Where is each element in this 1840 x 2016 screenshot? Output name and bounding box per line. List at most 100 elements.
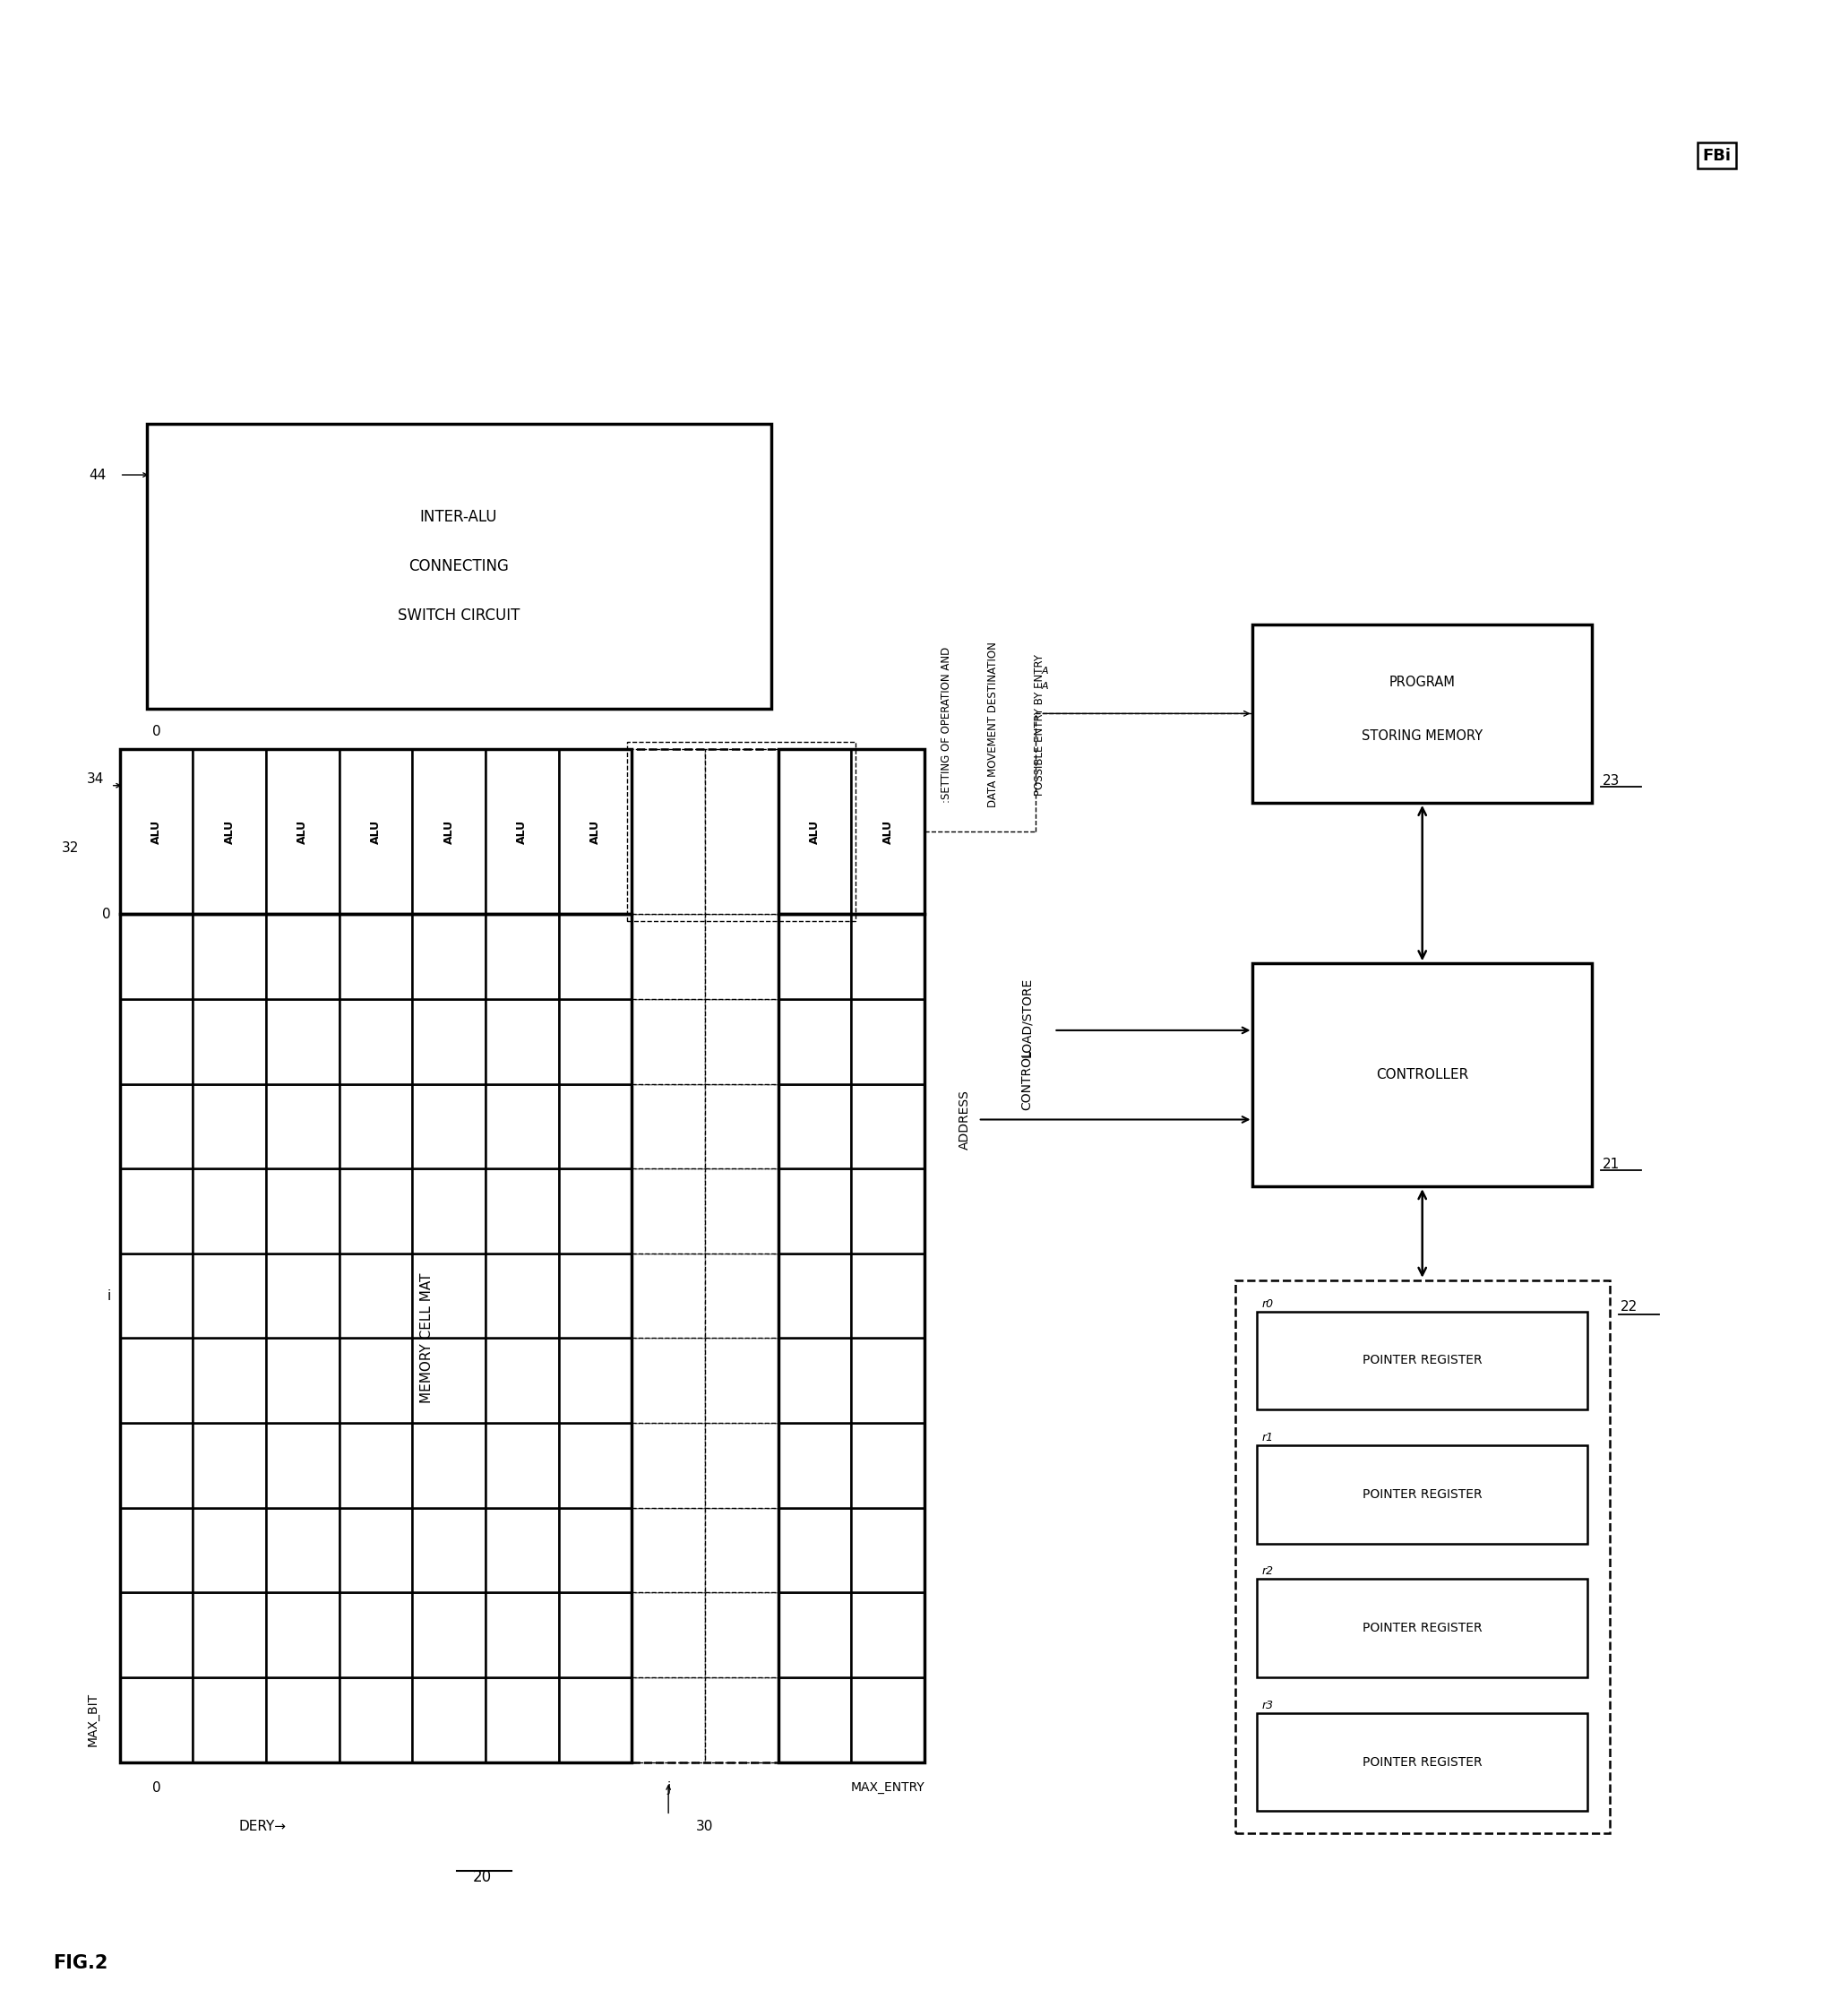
- Bar: [631, 1508, 705, 1593]
- Text: 32: 32: [63, 841, 79, 855]
- Bar: [267, 1508, 339, 1593]
- Bar: [559, 750, 631, 915]
- Text: CONNECTING: CONNECTING: [408, 558, 510, 575]
- Bar: [193, 1508, 267, 1593]
- Bar: [852, 1000, 924, 1085]
- Bar: [486, 1677, 559, 1762]
- Bar: [267, 1423, 339, 1508]
- Bar: [267, 1593, 339, 1677]
- Text: POINTER REGISTER: POINTER REGISTER: [1362, 1623, 1483, 1635]
- Bar: [705, 1000, 778, 1085]
- Text: 22: 22: [1621, 1300, 1638, 1314]
- Bar: [559, 1000, 631, 1085]
- Text: 34: 34: [86, 772, 103, 786]
- Bar: [120, 1677, 193, 1762]
- Text: A: A: [1041, 667, 1049, 675]
- Bar: [120, 1339, 193, 1423]
- Bar: [1253, 625, 1592, 802]
- Bar: [412, 1169, 486, 1254]
- Bar: [120, 1423, 193, 1508]
- Bar: [267, 915, 339, 1000]
- Bar: [852, 1339, 924, 1423]
- Bar: [339, 915, 412, 1000]
- Bar: [1253, 964, 1592, 1187]
- Bar: [120, 750, 193, 915]
- Text: ALU: ALU: [370, 821, 381, 845]
- Text: j: j: [666, 1782, 670, 1794]
- Bar: [705, 1169, 778, 1254]
- Bar: [193, 1423, 267, 1508]
- Bar: [486, 1000, 559, 1085]
- Bar: [193, 1677, 267, 1762]
- Text: MEMORY CELL MAT: MEMORY CELL MAT: [420, 1272, 434, 1403]
- Bar: [120, 915, 193, 1000]
- Bar: [559, 1254, 631, 1339]
- Text: DATA MOVEMENT DESTINATION: DATA MOVEMENT DESTINATION: [988, 641, 999, 808]
- Text: ADDRESS: ADDRESS: [959, 1089, 972, 1149]
- Bar: [1257, 1310, 1588, 1409]
- Text: r2: r2: [1262, 1566, 1273, 1577]
- Bar: [705, 750, 778, 915]
- Bar: [339, 1677, 412, 1762]
- Bar: [339, 750, 412, 915]
- Bar: [852, 915, 924, 1000]
- Bar: [559, 1677, 631, 1762]
- Text: POINTER REGISTER: POINTER REGISTER: [1362, 1488, 1483, 1500]
- Bar: [1257, 1579, 1588, 1677]
- Text: PROGRAM: PROGRAM: [1389, 675, 1455, 689]
- Bar: [778, 915, 924, 1762]
- Text: FBi: FBi: [1702, 147, 1731, 163]
- Bar: [412, 1508, 486, 1593]
- Bar: [852, 750, 924, 915]
- Bar: [339, 1000, 412, 1085]
- Bar: [705, 1508, 778, 1593]
- Bar: [778, 915, 852, 1000]
- Bar: [193, 1000, 267, 1085]
- Bar: [559, 1593, 631, 1677]
- Bar: [193, 1085, 267, 1169]
- Bar: [705, 1593, 778, 1677]
- Text: CONTROL: CONTROL: [1021, 1048, 1034, 1109]
- Bar: [193, 1593, 267, 1677]
- Bar: [852, 1593, 924, 1677]
- Bar: [559, 1085, 631, 1169]
- Bar: [631, 915, 705, 1000]
- Bar: [412, 750, 486, 915]
- Text: 30: 30: [696, 1820, 714, 1833]
- Bar: [631, 1339, 705, 1423]
- Bar: [120, 1593, 193, 1677]
- Text: POSSIBLE ENTRY BY ENTRY: POSSIBLE ENTRY BY ENTRY: [1034, 653, 1045, 796]
- Bar: [486, 1254, 559, 1339]
- Text: 0: 0: [103, 907, 110, 921]
- Bar: [193, 1339, 267, 1423]
- Text: SWITCH CIRCUIT: SWITCH CIRCUIT: [397, 607, 521, 623]
- Bar: [267, 1339, 339, 1423]
- Text: STORING MEMORY: STORING MEMORY: [1362, 730, 1483, 742]
- Bar: [778, 1169, 852, 1254]
- Bar: [1257, 1445, 1588, 1544]
- Text: ALU: ALU: [589, 821, 602, 845]
- Text: i: i: [107, 1288, 110, 1302]
- Bar: [705, 1254, 778, 1339]
- Bar: [778, 750, 852, 915]
- Bar: [267, 750, 339, 915]
- Bar: [705, 1423, 778, 1508]
- Text: INTER-ALU: INTER-ALU: [420, 510, 497, 526]
- Bar: [193, 750, 267, 915]
- Text: 44: 44: [88, 468, 107, 482]
- Bar: [852, 1169, 924, 1254]
- Text: A: A: [1041, 681, 1049, 691]
- Bar: [852, 1677, 924, 1762]
- Bar: [631, 1169, 705, 1254]
- Bar: [412, 1677, 486, 1762]
- Bar: [267, 1085, 339, 1169]
- Bar: [147, 423, 771, 710]
- Text: ALU: ALU: [296, 821, 309, 845]
- Bar: [852, 1254, 924, 1339]
- Bar: [412, 1085, 486, 1169]
- Text: 0: 0: [153, 726, 160, 738]
- Text: DERY→: DERY→: [239, 1820, 287, 1833]
- Bar: [193, 1169, 267, 1254]
- Text: 20: 20: [473, 1869, 491, 1885]
- Bar: [412, 915, 486, 1000]
